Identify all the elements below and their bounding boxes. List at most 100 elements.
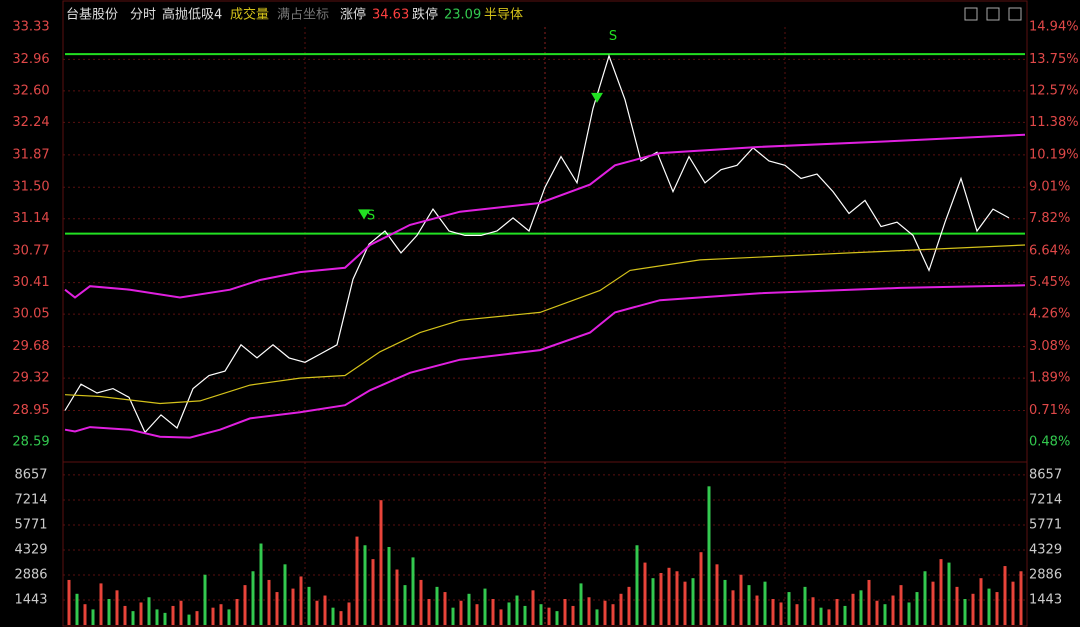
volume-bar xyxy=(931,581,935,625)
volume-bar xyxy=(723,579,727,625)
volume-bar xyxy=(771,598,775,625)
limit-up: 34.63 xyxy=(372,8,409,23)
volume-bar xyxy=(995,592,999,625)
volume-bar xyxy=(243,585,247,625)
volume-bar xyxy=(811,597,815,625)
volume-bar xyxy=(1019,571,1023,625)
volume-bar xyxy=(603,600,607,625)
volume-bar xyxy=(571,605,575,625)
volume-bar xyxy=(651,578,655,625)
y2-tick-label: 9.01% xyxy=(1029,180,1070,195)
series-line xyxy=(64,54,1010,434)
volume-bar xyxy=(787,592,791,625)
y2-tick-label: 7.82% xyxy=(1029,211,1070,226)
volume-bar xyxy=(507,602,511,625)
volume-bar xyxy=(627,586,631,625)
menu-icon[interactable] xyxy=(986,7,1000,21)
volume-bar xyxy=(1003,566,1007,625)
volume-bar xyxy=(939,559,943,625)
zoom-icon[interactable] xyxy=(964,7,978,21)
sector: 半导体 xyxy=(484,8,523,23)
volume-bar xyxy=(715,564,719,625)
close-icon[interactable] xyxy=(1008,7,1022,21)
y-tick-label: 5771 xyxy=(14,517,47,532)
volume-bar xyxy=(587,597,591,625)
series-line xyxy=(64,244,1026,405)
volume-bar xyxy=(635,545,639,625)
volume-bar xyxy=(643,562,647,625)
mode: 分时 xyxy=(130,8,156,23)
y-tick-label: 29.68 xyxy=(12,339,49,354)
frame xyxy=(62,0,1028,627)
volume-bar xyxy=(403,585,407,625)
volume-bar xyxy=(539,604,543,625)
y-tick-label: 31.87 xyxy=(12,147,49,162)
volume-bar xyxy=(467,593,471,625)
volume-bar xyxy=(891,595,895,625)
volume-bar xyxy=(203,574,207,625)
volume-bar xyxy=(427,598,431,625)
volume-bar xyxy=(491,598,495,625)
volume-bar xyxy=(659,572,663,625)
volume-bar xyxy=(251,571,255,625)
volume-bar xyxy=(379,500,383,625)
volume-bar xyxy=(235,598,239,625)
y-tick-label: 2886 xyxy=(14,567,47,582)
volume-bar xyxy=(515,595,519,625)
volume-bar xyxy=(555,611,559,625)
volume-bar xyxy=(803,586,807,625)
volume-bar xyxy=(827,609,831,625)
y2-tick-label: 2886 xyxy=(1029,567,1062,582)
volume-bar xyxy=(107,598,111,625)
volume-bar xyxy=(315,600,319,625)
y2-tick-label: 8657 xyxy=(1029,467,1062,482)
volume-bar xyxy=(139,602,143,625)
volume-bar xyxy=(667,567,671,625)
volume-bar xyxy=(267,579,271,625)
volume-bar xyxy=(227,609,231,625)
volume-bar xyxy=(851,593,855,625)
volume-bar xyxy=(819,607,823,625)
volume-bar xyxy=(299,576,303,625)
volume-bar xyxy=(611,604,615,625)
volume-bar xyxy=(275,592,279,625)
limit-down: 23.09 xyxy=(444,8,481,23)
y-tick-label: 31.50 xyxy=(12,180,49,195)
volume-bar xyxy=(387,546,391,625)
volume-bar xyxy=(259,543,263,625)
y2-tick-label: 0.48% xyxy=(1029,435,1070,450)
y-tick-label: 32.96 xyxy=(12,52,49,67)
y2-tick-label: 3.08% xyxy=(1029,339,1070,354)
volume-bar xyxy=(163,612,167,625)
volume-bar xyxy=(899,585,903,625)
volume-bar xyxy=(395,569,399,625)
annotation: S xyxy=(367,209,375,224)
volume-bar xyxy=(731,590,735,625)
volume-bar xyxy=(739,574,743,625)
volume-bar xyxy=(563,598,567,625)
volume-bar xyxy=(763,581,767,625)
volume-bar xyxy=(347,602,351,625)
volume-bar xyxy=(411,557,415,625)
volume-bar xyxy=(355,536,359,625)
volume-bar xyxy=(339,611,343,625)
y-tick-label: 32.60 xyxy=(12,83,49,98)
volume-bar xyxy=(99,583,103,625)
volume-bar xyxy=(675,571,679,625)
volume-bar xyxy=(195,611,199,625)
volume-bar xyxy=(1011,581,1015,625)
y-tick-label: 30.05 xyxy=(12,307,49,322)
y-tick-label: 30.77 xyxy=(12,244,49,259)
volume-bar xyxy=(547,607,551,625)
volume-bar xyxy=(979,578,983,625)
volume-bar xyxy=(419,579,423,625)
volume-bar xyxy=(435,586,439,625)
volume-bar xyxy=(795,604,799,625)
y2-tick-label: 1.89% xyxy=(1029,371,1070,386)
volume-bar xyxy=(987,588,991,625)
volume-bar xyxy=(483,588,487,625)
y2-tick-label: 5.45% xyxy=(1029,275,1070,290)
volume-bar xyxy=(219,604,223,625)
